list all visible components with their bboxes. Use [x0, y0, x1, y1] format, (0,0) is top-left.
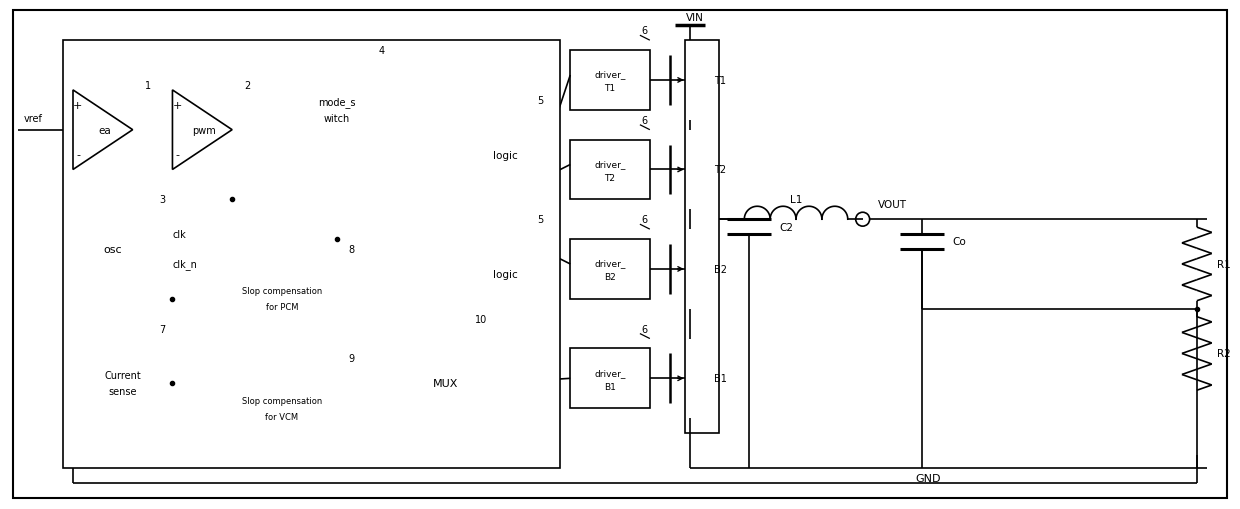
Text: clk_n: clk_n: [172, 259, 197, 270]
Bar: [192, 379, 371, 438]
Bar: [570, 349, 650, 408]
Text: Current: Current: [104, 371, 141, 381]
Text: Slop compensation: Slop compensation: [242, 287, 322, 296]
Text: driver_: driver_: [594, 368, 626, 377]
Text: Slop compensation: Slop compensation: [242, 396, 322, 405]
Text: 9: 9: [348, 354, 355, 364]
Text: +: +: [172, 101, 182, 110]
Text: clk: clk: [172, 230, 186, 240]
Bar: [461, 240, 551, 309]
Text: 5: 5: [537, 215, 543, 225]
Text: L1: L1: [790, 195, 802, 205]
Text: 3: 3: [160, 195, 166, 205]
Text: 4: 4: [378, 46, 384, 56]
Text: MUX: MUX: [433, 379, 459, 388]
Text: pwm: pwm: [192, 125, 216, 135]
Text: Co: Co: [952, 237, 966, 246]
Text: +: +: [73, 101, 83, 110]
Bar: [570, 240, 650, 299]
Text: GND: GND: [915, 473, 941, 483]
Text: B2: B2: [714, 264, 728, 274]
Bar: [570, 51, 650, 110]
Text: driver_: driver_: [594, 160, 626, 168]
Text: R1: R1: [1216, 260, 1230, 269]
Text: witch: witch: [324, 114, 350, 124]
Text: vref: vref: [24, 114, 42, 124]
Text: sense: sense: [108, 386, 136, 397]
Text: T1: T1: [604, 84, 615, 93]
Bar: [461, 121, 551, 190]
Text: -: -: [175, 150, 180, 160]
Text: 2: 2: [244, 81, 250, 91]
Text: osc: osc: [103, 244, 122, 254]
Text: T2: T2: [714, 165, 727, 175]
Text: driver_: driver_: [594, 259, 626, 268]
Bar: [570, 140, 650, 200]
Bar: [63, 41, 560, 468]
Text: 10: 10: [475, 314, 487, 324]
Bar: [192, 269, 371, 329]
Bar: [402, 339, 491, 428]
Text: 1: 1: [145, 81, 150, 91]
Text: 6: 6: [642, 215, 649, 225]
Text: 6: 6: [642, 26, 649, 36]
Polygon shape: [172, 91, 232, 170]
Bar: [684, 41, 719, 433]
Text: ea: ea: [98, 125, 112, 135]
Text: for VCM: for VCM: [265, 412, 299, 421]
Text: VOUT: VOUT: [878, 200, 906, 210]
Text: T2: T2: [605, 174, 615, 183]
Bar: [73, 220, 153, 279]
Text: T1: T1: [714, 76, 727, 86]
Text: mode_s: mode_s: [317, 97, 356, 108]
Text: B1: B1: [604, 382, 616, 391]
Text: driver_: driver_: [594, 70, 626, 79]
Text: 6: 6: [642, 116, 649, 126]
Text: C2: C2: [779, 223, 794, 233]
Text: 8: 8: [348, 244, 355, 254]
Bar: [73, 349, 172, 418]
Polygon shape: [73, 91, 133, 170]
Text: VIN: VIN: [686, 13, 703, 23]
Text: R2: R2: [1216, 349, 1230, 359]
Text: logic: logic: [494, 150, 518, 160]
Text: B1: B1: [714, 374, 728, 384]
Text: for PCM: for PCM: [265, 303, 298, 312]
Text: 6: 6: [642, 324, 649, 334]
Text: B2: B2: [604, 273, 616, 282]
Text: logic: logic: [494, 269, 518, 279]
Text: 5: 5: [537, 96, 543, 106]
Text: -: -: [76, 150, 79, 160]
Text: 7: 7: [160, 324, 166, 334]
Bar: [281, 71, 392, 150]
